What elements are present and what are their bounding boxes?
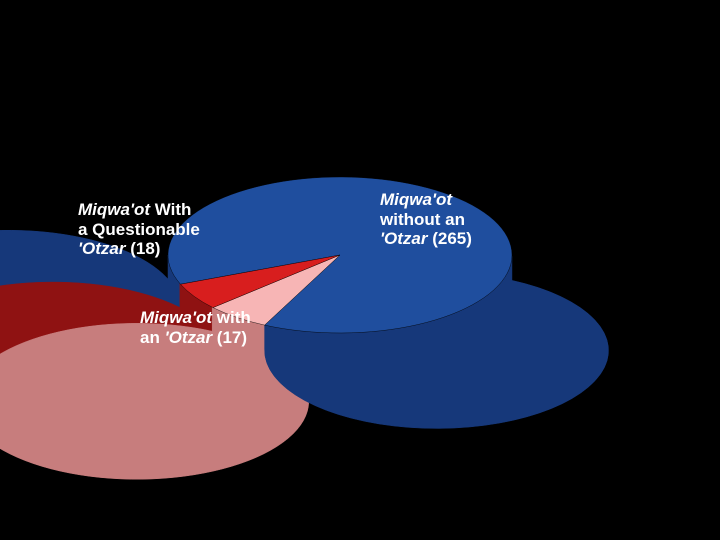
label-questionable-otzar: Miqwa'ot Witha Questionable'Otzar (18) bbox=[78, 200, 200, 259]
pie-chart bbox=[0, 0, 720, 540]
label-without-otzar: Miqwa'ot without an'Otzar (265) bbox=[380, 190, 472, 249]
chart-stage: Miqwa'ot without an'Otzar (265) Miqwa'ot… bbox=[0, 0, 720, 540]
label-with-otzar: Miqwa'ot withan 'Otzar (17) bbox=[140, 308, 251, 347]
